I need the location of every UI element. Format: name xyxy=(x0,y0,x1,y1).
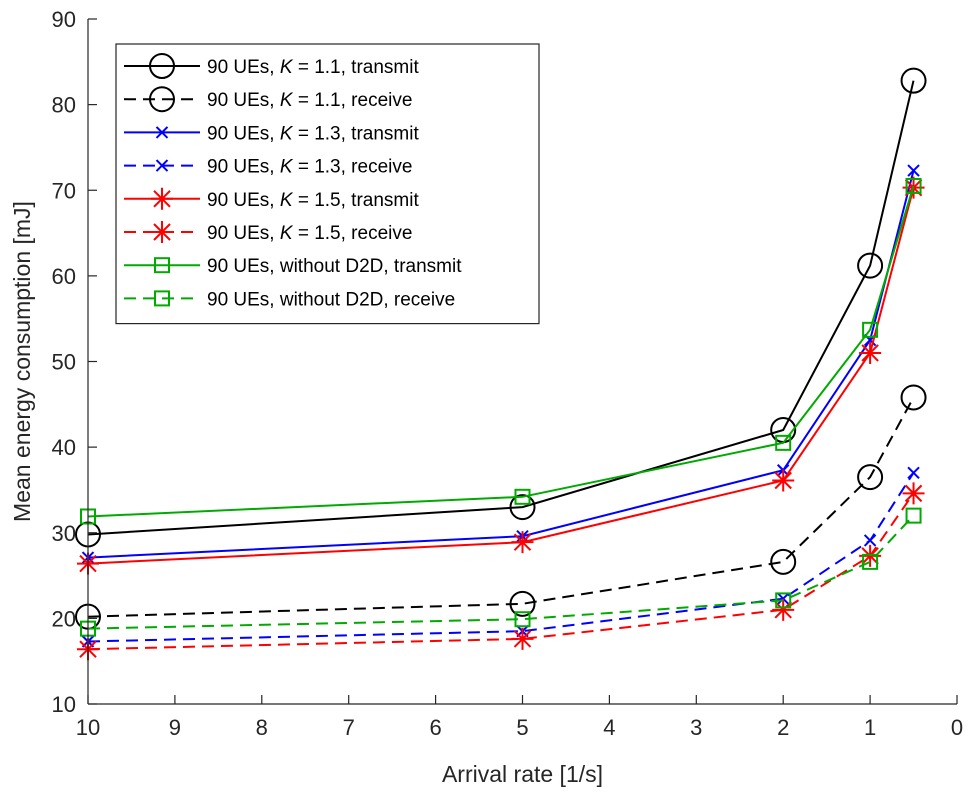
x-marker xyxy=(155,159,169,172)
y-tick-label: 30 xyxy=(52,521,76,546)
legend-label: 90 UEs, without D2D, receive xyxy=(207,289,455,310)
legend-label: 90 UEs, K = 1.3, transmit xyxy=(207,123,419,144)
y-tick-label: 10 xyxy=(52,692,76,717)
star-marker xyxy=(902,482,925,505)
x-tick-label: 5 xyxy=(516,715,528,740)
legend-label: 90 UEs, K = 1.1, receive xyxy=(207,90,412,111)
circle-marker xyxy=(149,86,175,113)
y-tick-label: 60 xyxy=(52,264,76,289)
plot-area xyxy=(75,67,927,661)
circle-marker xyxy=(509,590,536,617)
square-marker xyxy=(905,177,922,194)
series-line xyxy=(87,472,915,643)
legend-entry: 90 UEs, without D2D, transmit xyxy=(124,256,462,277)
legend-entry: 90 UEs, K = 1.3, receive xyxy=(124,157,412,178)
square-marker xyxy=(862,321,879,338)
y-tick-label: 90 xyxy=(52,7,76,32)
legend-entry: 90 UEs, K = 1.1, transmit xyxy=(124,53,419,79)
legend-label: 90 UEs, K = 1.1, transmit xyxy=(207,57,419,78)
square-marker xyxy=(775,592,792,609)
x-marker xyxy=(776,592,790,605)
legend-box xyxy=(115,43,540,325)
x-tick-label: 3 xyxy=(690,715,702,740)
x-tick-label: 6 xyxy=(429,715,441,740)
star-marker xyxy=(151,221,173,243)
y-axis-label: Mean energy consumption [mJ] xyxy=(9,201,35,522)
square-marker xyxy=(514,611,531,628)
legend-entry: 90 UEs, K = 1.5, receive xyxy=(124,221,412,244)
x-tick-label: 10 xyxy=(76,715,100,740)
circle-marker xyxy=(900,67,927,94)
legend-label: 90 UEs, without D2D, transmit xyxy=(207,256,462,277)
x-tick-label: 8 xyxy=(256,715,268,740)
star-marker xyxy=(859,544,882,567)
series-line xyxy=(87,185,915,518)
y-tick-label: 20 xyxy=(52,606,76,631)
circle-marker xyxy=(857,464,884,491)
legend-entry: 90 UEs, K = 1.3, transmit xyxy=(124,123,419,144)
circle-marker xyxy=(509,494,536,521)
x-tick-label: 4 xyxy=(603,715,615,740)
legend-label: 90 UEs, K = 1.5, receive xyxy=(207,223,412,244)
legend: 90 UEs, K = 1.1, transmit 90 UEs, K = 1.1… xyxy=(115,43,540,325)
circle-marker xyxy=(857,252,884,279)
y-tick-label: 50 xyxy=(52,350,76,375)
star-marker xyxy=(511,627,534,650)
legend-entry: 90 UEs, K = 1.5, transmit xyxy=(124,187,419,211)
star-marker xyxy=(772,469,795,492)
x-marker xyxy=(863,534,877,547)
x-tick-label: 2 xyxy=(777,715,789,740)
x-axis-label: Arrival rate [1/s] xyxy=(442,761,603,787)
y-tick-label: 70 xyxy=(52,178,76,203)
series-line xyxy=(87,492,915,651)
star-marker xyxy=(151,187,173,210)
x-tick-label: 7 xyxy=(343,715,355,740)
square-marker xyxy=(905,507,922,524)
star-marker xyxy=(859,341,882,364)
legend-entry: 90 UEs, without D2D, receive xyxy=(124,289,455,310)
legend-label: 90 UEs, K = 1.5, transmit xyxy=(207,190,419,211)
x-tick-label: 1 xyxy=(864,715,876,740)
series-2 xyxy=(75,384,927,630)
square-marker xyxy=(775,434,792,451)
series-line xyxy=(87,397,915,618)
y-tick-label: 80 xyxy=(52,93,76,118)
circle-marker xyxy=(770,548,797,575)
legend-entry: 90 UEs, K = 1.1, receive xyxy=(124,86,412,113)
star-marker xyxy=(772,598,795,621)
y-tick-label: 40 xyxy=(52,435,76,460)
square-marker xyxy=(154,257,170,274)
circle-marker xyxy=(149,53,175,79)
square-marker xyxy=(514,488,531,505)
square-marker xyxy=(862,553,879,570)
star-marker xyxy=(511,531,534,554)
series-line xyxy=(87,514,915,630)
circle-marker xyxy=(900,384,927,411)
x-marker xyxy=(907,466,920,480)
x-tick-label: 0 xyxy=(951,715,963,740)
x-marker xyxy=(155,126,169,139)
legend-label: 90 UEs, K = 1.3, receive xyxy=(207,157,412,178)
square-marker xyxy=(154,290,170,307)
x-tick-label: 9 xyxy=(169,715,181,740)
axes: Arrival rate [1/s] Mean energy consumpti… xyxy=(9,7,963,787)
series-line xyxy=(87,80,915,536)
x-marker xyxy=(907,164,920,177)
